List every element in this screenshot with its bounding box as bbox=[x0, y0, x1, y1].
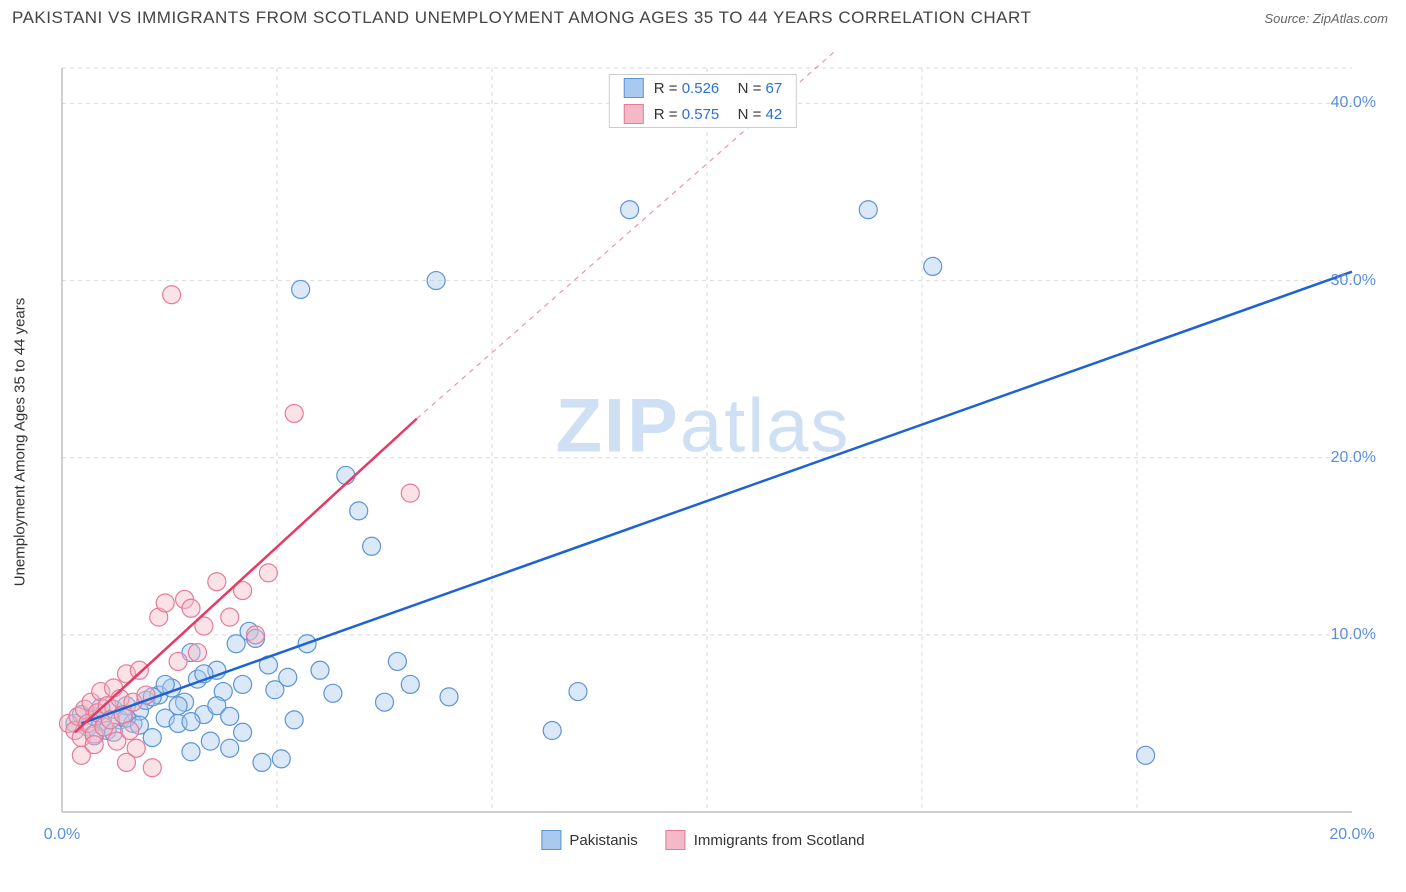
x-tick-label: 20.0% bbox=[1329, 826, 1374, 844]
stats-row: R = 0.526 N = 67 bbox=[610, 75, 796, 101]
r-value: R = 0.526 bbox=[654, 80, 719, 97]
y-axis-label: Unemployment Among Ages 35 to 44 years bbox=[12, 298, 29, 587]
stats-row: R = 0.575 N = 42 bbox=[610, 101, 796, 127]
legend-label: Immigrants from Scotland bbox=[694, 832, 865, 849]
scatter-plot bbox=[12, 32, 1372, 852]
n-value: N = 42 bbox=[729, 106, 782, 123]
r-value: R = 0.575 bbox=[654, 106, 719, 123]
stats-legend: R = 0.526 N = 67R = 0.575 N = 42 bbox=[609, 74, 797, 128]
legend-item: Immigrants from Scotland bbox=[666, 830, 865, 850]
page-title: PAKISTANI VS IMMIGRANTS FROM SCOTLAND UN… bbox=[12, 8, 1031, 28]
legend-label: Pakistanis bbox=[569, 832, 637, 849]
y-tick-label: 10.0% bbox=[1331, 626, 1376, 644]
y-tick-label: 40.0% bbox=[1331, 94, 1376, 112]
x-tick-label: 0.0% bbox=[44, 826, 80, 844]
y-tick-label: 30.0% bbox=[1331, 272, 1376, 290]
legend-item: Pakistanis bbox=[541, 830, 637, 850]
chart-container: Unemployment Among Ages 35 to 44 years Z… bbox=[12, 32, 1394, 852]
legend-swatch bbox=[666, 830, 686, 850]
legend-swatch bbox=[541, 830, 561, 850]
series-legend: Pakistanis Immigrants from Scotland bbox=[541, 830, 864, 850]
legend-swatch bbox=[624, 78, 644, 98]
source-label: Source: ZipAtlas.com bbox=[1264, 11, 1388, 26]
legend-swatch bbox=[624, 104, 644, 124]
n-value: N = 67 bbox=[729, 80, 782, 97]
y-tick-label: 20.0% bbox=[1331, 449, 1376, 467]
